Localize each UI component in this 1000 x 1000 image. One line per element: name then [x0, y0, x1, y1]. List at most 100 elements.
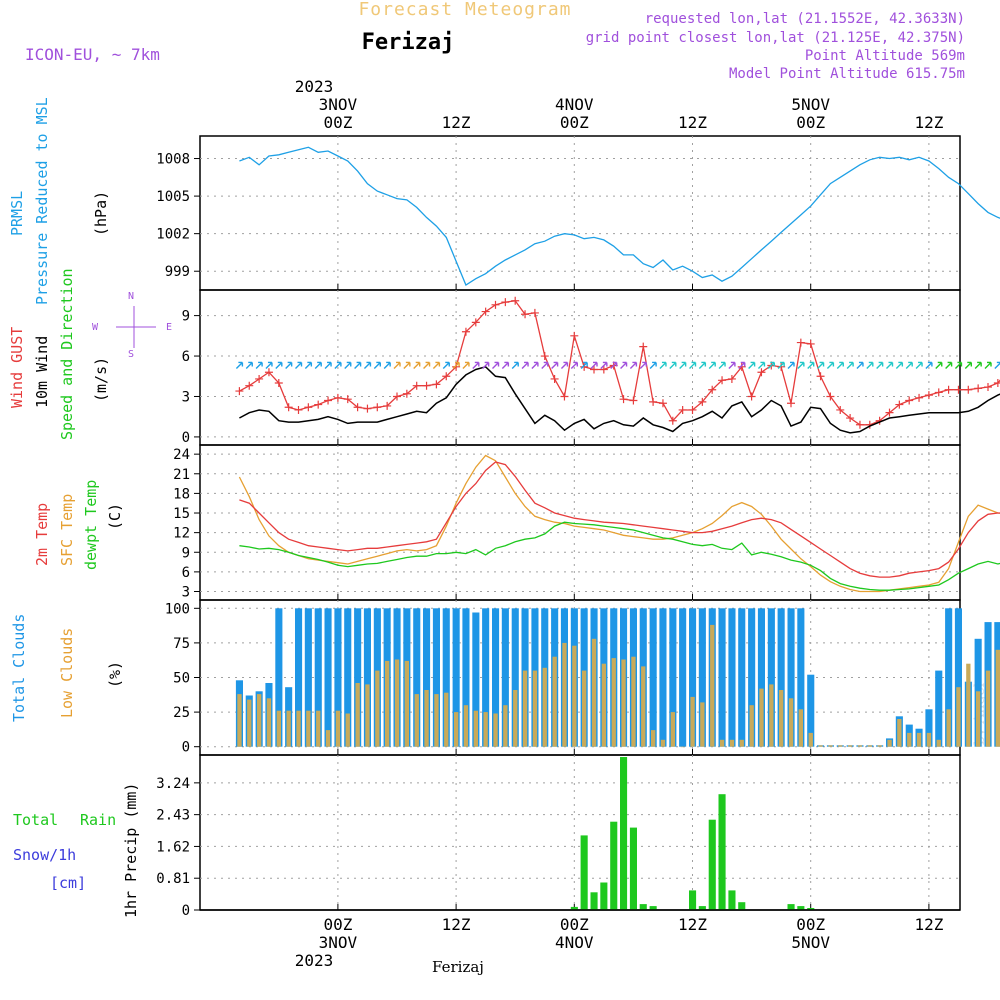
- svg-text:N: N: [128, 291, 134, 302]
- gust-marker: [944, 385, 953, 394]
- gust-marker: [816, 372, 825, 381]
- total-clouds-bar: [728, 608, 736, 747]
- wind-arrow: [669, 361, 677, 369]
- grid-point-coords: grid point closest lon,lat (21.125E, 42.…: [586, 30, 965, 46]
- gust-marker: [895, 400, 904, 409]
- gust-marker: [993, 379, 1000, 387]
- y-tick-label: 3.24: [156, 776, 190, 792]
- rain-bar: [738, 902, 746, 910]
- top-hour-label: 12Z: [442, 113, 471, 132]
- wind-arrow: [649, 361, 657, 369]
- gust-marker: [905, 396, 914, 405]
- low-clouds-bar: [542, 667, 547, 747]
- gust-marker: [708, 385, 717, 394]
- wind-arrow: [964, 361, 972, 369]
- total-clouds-bar: [807, 674, 815, 747]
- prmsl-desc-label: Pressure Reduced to MSL: [33, 97, 51, 305]
- gust-marker: [836, 405, 845, 414]
- low-clouds-bar: [739, 739, 744, 747]
- bottom-hour-label: 12Z: [914, 915, 943, 934]
- low-clouds-bar: [985, 670, 991, 747]
- y-tick-label: 0: [182, 430, 190, 446]
- total-clouds-bar: [767, 608, 775, 747]
- y-tick-label: 0: [182, 903, 190, 919]
- low-clouds-bar: [916, 732, 922, 747]
- wind-unit: (m/s): [92, 357, 110, 402]
- wind-arrow: [610, 361, 618, 369]
- gust-marker: [737, 362, 746, 371]
- temp-unit: (C): [106, 503, 124, 530]
- y-tick-label: 999: [165, 264, 190, 280]
- clouds-label-group: Total Clouds Low Clouds (%): [10, 614, 124, 722]
- low-clouds-label: Low Clouds: [58, 628, 76, 718]
- rain-bar: [649, 906, 657, 910]
- y-tick-label: 1002: [156, 227, 190, 243]
- wind-arrow: [334, 361, 342, 369]
- requested-coords: requested lon,lat (21.1552E, 42.3633N): [645, 11, 965, 27]
- low-clouds-bar: [532, 670, 538, 747]
- footer-location: Ferizaj: [432, 958, 484, 976]
- low-clouds-bar: [808, 732, 813, 747]
- gust-marker: [619, 395, 628, 404]
- low-clouds-bar: [286, 710, 291, 747]
- wind-arrow: [620, 361, 628, 369]
- gust-marker: [461, 327, 470, 336]
- sfc-temp-label: SFC Temp: [58, 494, 76, 566]
- sfc-temp-line: [238, 454, 1000, 593]
- low-clouds-bar: [266, 698, 272, 747]
- top-hour-label: 12Z: [914, 113, 943, 132]
- low-clouds-bar: [818, 745, 823, 747]
- total-clouds-bar: [324, 608, 332, 747]
- panel-frame: [199, 754, 961, 911]
- low-clouds-bar: [641, 666, 646, 747]
- gust-marker: [855, 420, 864, 429]
- low-clouds-bar: [276, 710, 281, 747]
- bottom-hour-label: 00Z: [796, 915, 825, 934]
- wind-arrow: [767, 361, 775, 369]
- y-tick-label: 6: [182, 565, 190, 581]
- gust-marker: [422, 381, 431, 390]
- wind-arrow: [363, 361, 372, 369]
- low-clouds-bar: [355, 683, 360, 747]
- rain-bar: [689, 890, 697, 910]
- low-clouds-bar: [247, 699, 252, 747]
- gust-marker: [245, 381, 254, 390]
- gust-marker: [304, 403, 313, 412]
- wind-arrow: [423, 361, 431, 369]
- low-clouds-bar: [660, 739, 666, 747]
- low-clouds-bar: [719, 739, 725, 747]
- rain-bar: [590, 892, 598, 910]
- snow-label: Snow/1h: [13, 846, 76, 864]
- low-clouds-bar: [493, 713, 498, 747]
- wind-arrow: [797, 361, 805, 369]
- low-clouds-bar: [966, 663, 971, 747]
- low-clouds-bar: [503, 705, 508, 747]
- y-tick-label: 3: [182, 584, 190, 600]
- gust-marker: [658, 399, 667, 408]
- wind-arrow: [354, 361, 362, 369]
- rain-bar: [708, 819, 716, 910]
- gust-label: Wind GUST: [8, 327, 26, 408]
- wind-arrow: [708, 361, 716, 369]
- low-clouds-bar: [522, 670, 528, 747]
- wind-arrow: [531, 361, 539, 369]
- precip-unit: 1hr Precip (mm): [122, 783, 140, 918]
- gust-marker: [747, 392, 756, 401]
- prmsl-label: PRMSL: [8, 191, 26, 236]
- bottom-hour-label: 00Z: [560, 915, 589, 934]
- wind-arrow: [432, 361, 441, 369]
- wind-arrow: [698, 361, 707, 369]
- wind-arrow: [590, 361, 598, 369]
- low-clouds-bar: [306, 710, 311, 747]
- y-tick-label: 3: [182, 389, 190, 405]
- total-clouds-bar: [363, 608, 371, 747]
- wind-arrow: [492, 361, 500, 369]
- wind-arrow: [452, 361, 460, 369]
- gust-marker: [718, 376, 727, 385]
- gust-marker: [954, 385, 963, 394]
- rain-bar: [728, 890, 736, 910]
- low-clouds-bar: [749, 705, 754, 747]
- wind-arrow: [560, 361, 569, 369]
- gust-marker: [678, 405, 687, 414]
